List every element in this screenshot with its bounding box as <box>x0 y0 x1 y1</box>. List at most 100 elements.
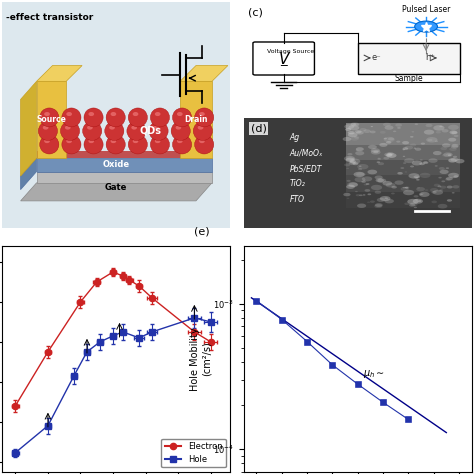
Ellipse shape <box>133 139 138 143</box>
Ellipse shape <box>199 112 205 116</box>
Circle shape <box>438 177 442 179</box>
Circle shape <box>433 151 442 155</box>
Circle shape <box>423 162 428 164</box>
Text: Pulsed Laser: Pulsed Laser <box>402 5 450 14</box>
Circle shape <box>416 179 419 181</box>
Text: Voltage Source: Voltage Source <box>266 49 314 54</box>
Circle shape <box>105 121 124 140</box>
Circle shape <box>346 180 351 182</box>
Circle shape <box>193 121 212 140</box>
Text: h⁺: h⁺ <box>426 54 436 63</box>
Circle shape <box>416 187 425 191</box>
Circle shape <box>367 193 371 195</box>
Text: e⁻: e⁻ <box>371 54 381 63</box>
Circle shape <box>375 178 384 182</box>
Circle shape <box>407 199 419 204</box>
Circle shape <box>368 145 377 149</box>
Circle shape <box>385 154 392 157</box>
Circle shape <box>353 123 359 126</box>
Circle shape <box>441 181 445 182</box>
Text: TiO₂: TiO₂ <box>290 180 305 189</box>
Circle shape <box>447 199 452 201</box>
Circle shape <box>433 125 445 131</box>
Bar <box>358 43 460 74</box>
Circle shape <box>82 121 102 140</box>
Circle shape <box>344 124 354 129</box>
Circle shape <box>386 141 392 144</box>
Circle shape <box>451 158 459 162</box>
Circle shape <box>383 137 395 142</box>
Circle shape <box>384 126 393 130</box>
Circle shape <box>423 161 428 163</box>
Circle shape <box>442 129 448 132</box>
Circle shape <box>391 192 395 194</box>
Circle shape <box>356 172 365 177</box>
Ellipse shape <box>155 139 161 143</box>
Circle shape <box>371 126 373 127</box>
Circle shape <box>409 203 416 207</box>
Bar <box>346 160 460 175</box>
Circle shape <box>428 139 432 141</box>
Circle shape <box>84 135 103 154</box>
Text: PbS/EDT: PbS/EDT <box>290 164 322 173</box>
Circle shape <box>374 191 381 194</box>
Circle shape <box>419 173 430 178</box>
Ellipse shape <box>110 139 116 143</box>
Ellipse shape <box>175 126 181 129</box>
Text: $\mu_h\sim$: $\mu_h\sim$ <box>363 368 385 380</box>
Circle shape <box>454 175 458 178</box>
Text: QDs: QDs <box>139 126 162 136</box>
Circle shape <box>353 162 358 165</box>
Circle shape <box>439 167 445 170</box>
Circle shape <box>383 181 392 186</box>
Circle shape <box>412 160 422 165</box>
Circle shape <box>128 135 147 154</box>
Bar <box>346 123 460 146</box>
Circle shape <box>375 203 383 207</box>
Circle shape <box>403 190 414 195</box>
Circle shape <box>419 163 425 165</box>
Circle shape <box>128 108 147 127</box>
Circle shape <box>446 167 449 169</box>
Polygon shape <box>36 151 212 158</box>
Circle shape <box>404 158 414 163</box>
Circle shape <box>387 152 394 155</box>
Text: Au/MoOₓ: Au/MoOₓ <box>290 149 323 158</box>
Circle shape <box>410 136 413 137</box>
Ellipse shape <box>65 126 71 129</box>
Polygon shape <box>36 172 212 183</box>
Circle shape <box>393 130 396 132</box>
Circle shape <box>419 159 423 161</box>
Ellipse shape <box>109 126 115 129</box>
Circle shape <box>431 201 437 203</box>
Circle shape <box>431 191 437 193</box>
Polygon shape <box>36 65 82 82</box>
Polygon shape <box>180 82 212 158</box>
Circle shape <box>383 138 387 139</box>
Circle shape <box>378 162 384 165</box>
Circle shape <box>395 124 402 127</box>
Legend: Electron, Hole: Electron, Hole <box>161 438 226 467</box>
Circle shape <box>359 165 362 167</box>
Circle shape <box>451 145 458 148</box>
Circle shape <box>173 108 191 127</box>
Circle shape <box>402 149 405 150</box>
Circle shape <box>448 138 456 142</box>
Circle shape <box>419 192 429 197</box>
Circle shape <box>348 125 359 130</box>
Circle shape <box>436 131 441 134</box>
Circle shape <box>402 141 409 145</box>
Text: (e): (e) <box>194 227 210 237</box>
Circle shape <box>380 131 386 134</box>
Circle shape <box>442 143 451 147</box>
Circle shape <box>171 121 190 140</box>
Ellipse shape <box>177 139 182 143</box>
Circle shape <box>195 135 214 154</box>
Bar <box>346 146 460 160</box>
Circle shape <box>344 164 350 166</box>
Circle shape <box>370 201 375 203</box>
Circle shape <box>454 135 458 137</box>
Circle shape <box>453 185 459 189</box>
Circle shape <box>377 198 385 202</box>
Circle shape <box>396 141 401 143</box>
